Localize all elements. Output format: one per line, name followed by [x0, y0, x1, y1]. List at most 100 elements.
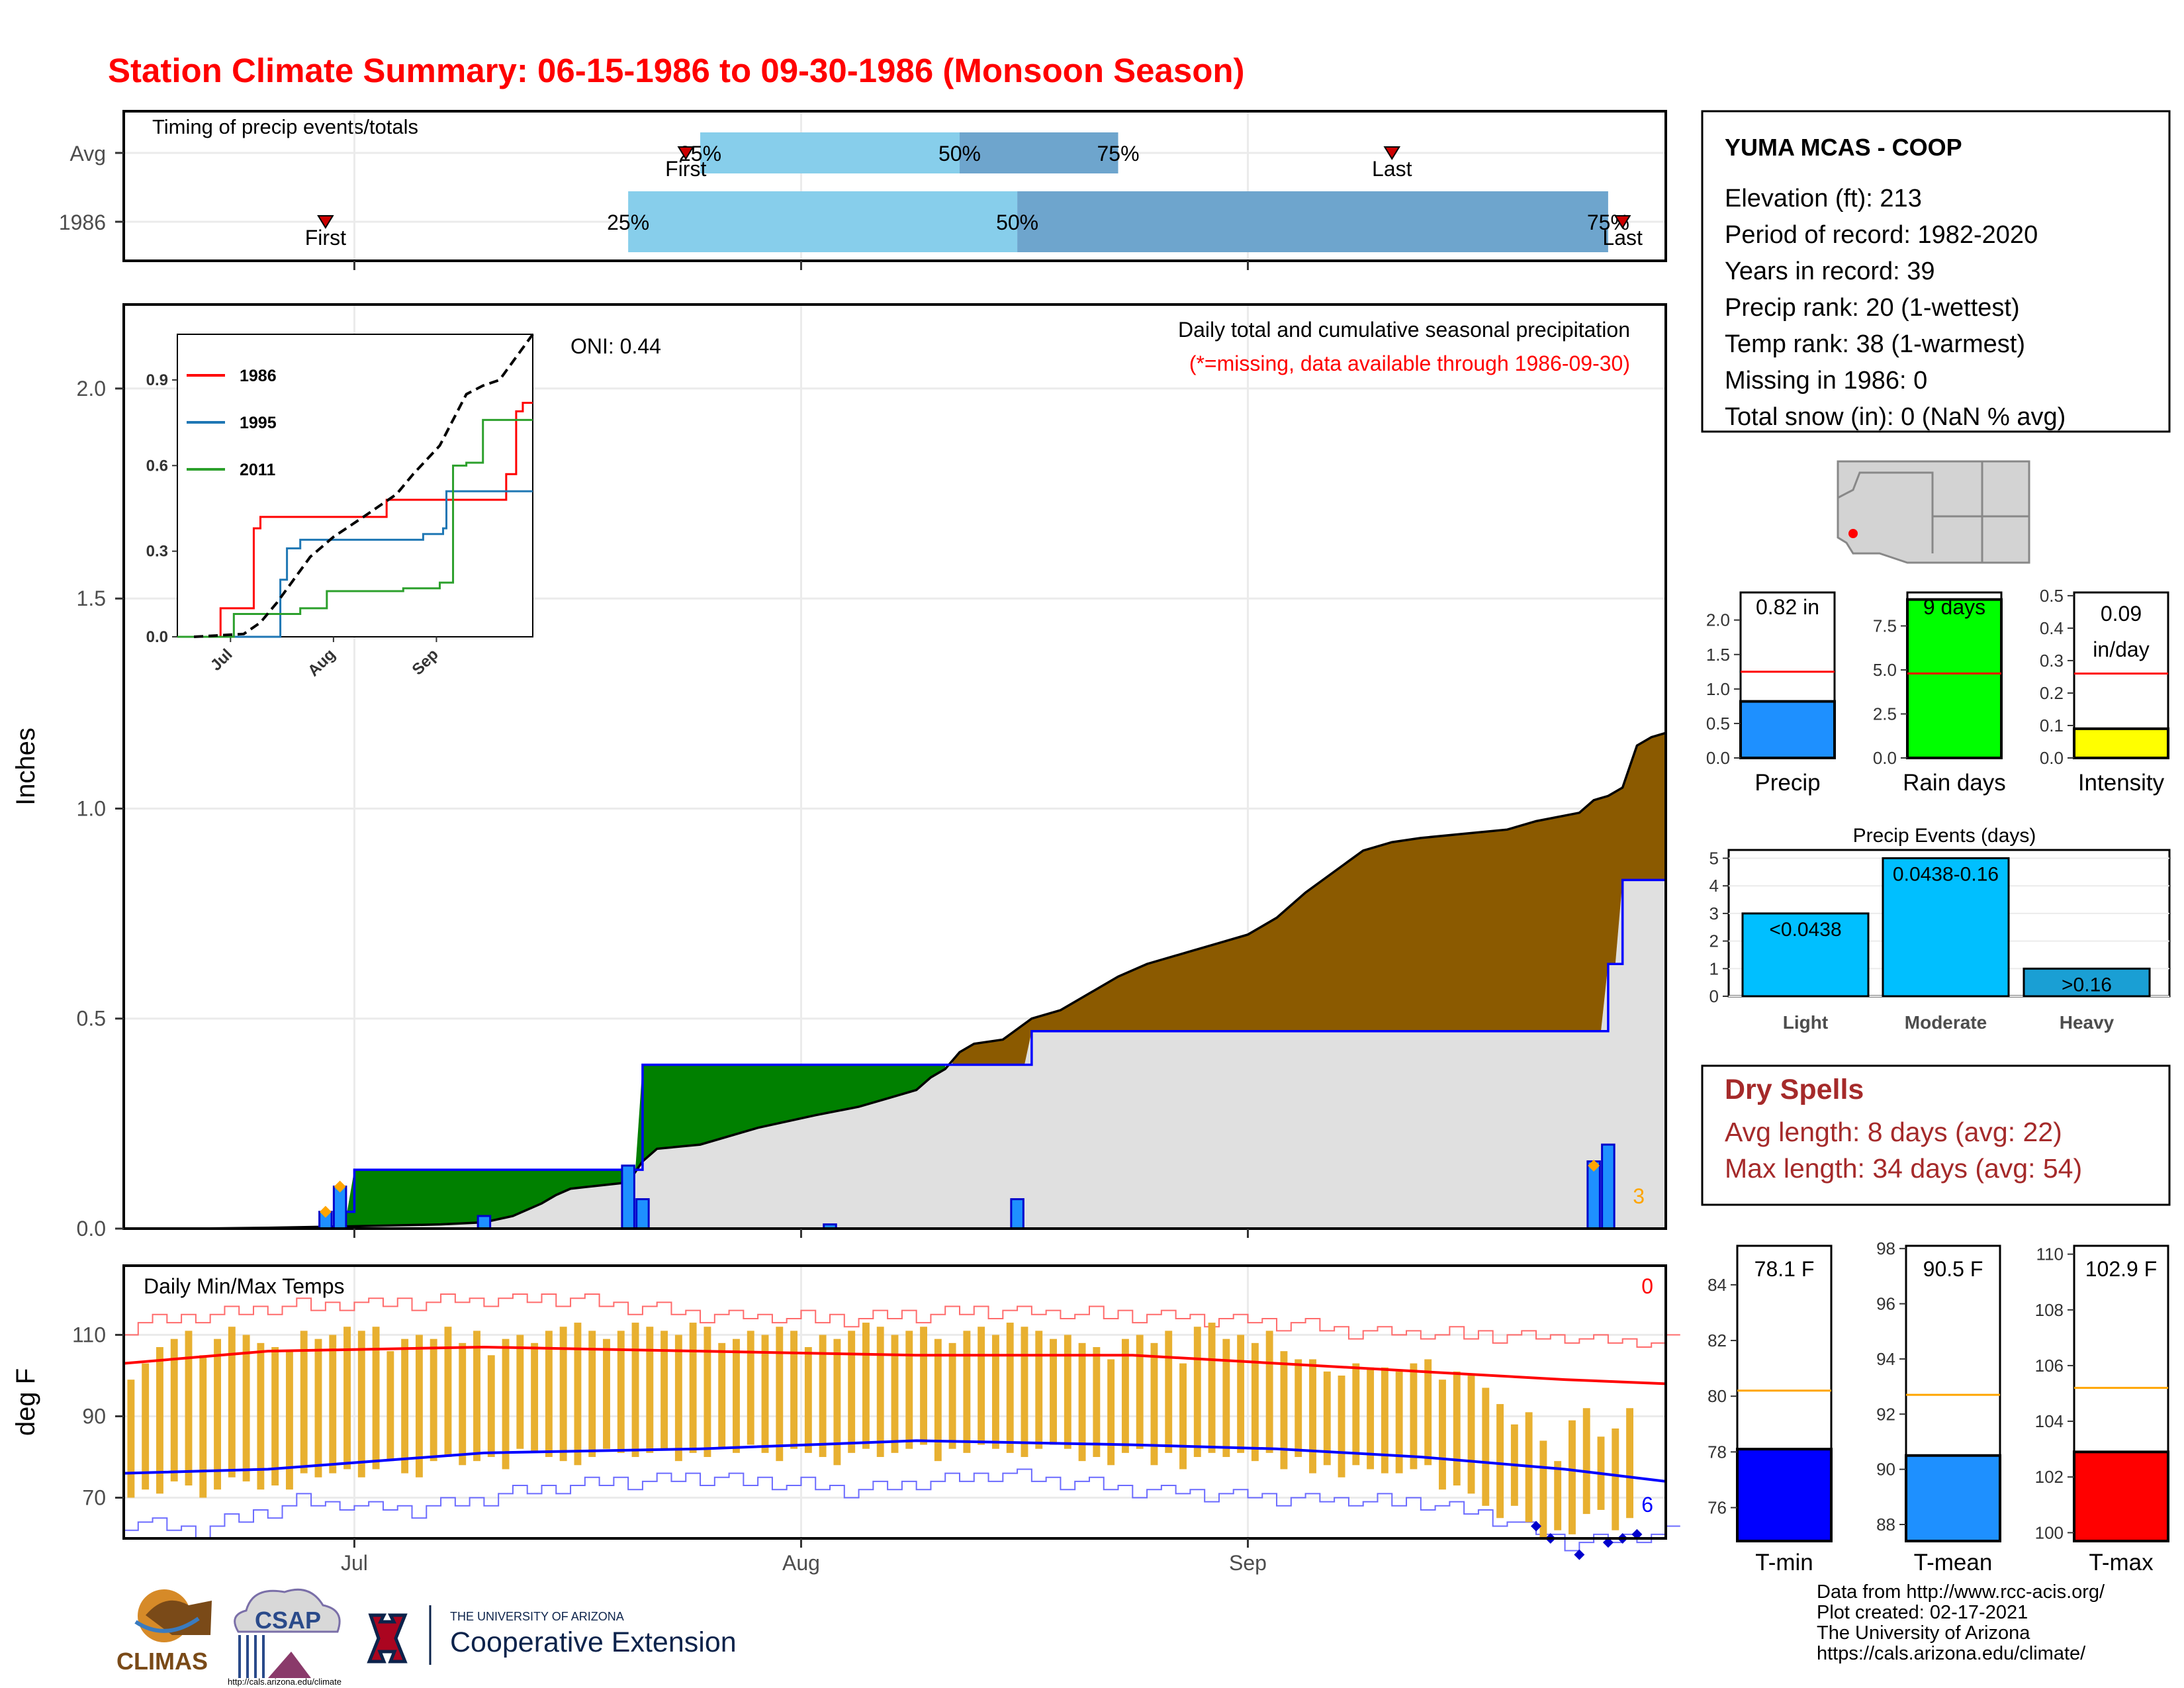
- events-title: Precip Events (days): [1853, 825, 2036, 847]
- daily-temp-range-bar: [1021, 1327, 1028, 1458]
- timing-row-avg-label: Avg: [69, 142, 106, 165]
- precip-events-chart: 0 1 2 3 4 5 <0.0438 Light 0.0438-0.16 Moderate >0.…: [1709, 825, 2171, 1033]
- timing-q50-q75-bar: [959, 132, 1118, 173]
- dry-spells-box: Dry Spells Avg length: 8 days (avg: 22) …: [1701, 1064, 2171, 1206]
- timing-first-label: First: [305, 226, 346, 250]
- footer-line-data-source: Data from http://www.rcc-acis.org/: [1817, 1581, 2105, 1603]
- temp-bar-value: [1905, 1454, 2001, 1543]
- daily-temp-range-bar: [1064, 1335, 1071, 1449]
- daily-temp-range-bar: [285, 1351, 293, 1490]
- daily-temp-range-bar: [1050, 1338, 1057, 1445]
- mini-bar-ytick-label: 1.0: [1706, 679, 1730, 699]
- daily-temp-range-bar: [1467, 1376, 1475, 1494]
- timing-q50-q75-bar: [1017, 191, 1608, 252]
- csap-rain-lines: [238, 1635, 265, 1678]
- daily-temp-range-bar: [444, 1327, 452, 1458]
- timing-q50-label: 50%: [996, 211, 1038, 234]
- x-axis-tick-label: Aug: [782, 1551, 820, 1575]
- daily-temp-range-bar: [531, 1342, 539, 1453]
- temp-bar-ytick-label: 98: [1876, 1239, 1895, 1258]
- daily-temp-range-bar: [574, 1323, 582, 1466]
- temp-bar-ytick-label: 96: [1876, 1294, 1895, 1314]
- station-lines: Elevation (ft): 213 Period of record: 198…: [1725, 185, 2066, 431]
- daily-temp-range-bar: [1193, 1327, 1201, 1458]
- temperature-bar-charts: 76 78 80 82 84 78.1 F T-min 88 90 92 94 96 98 90.5 F T…: [1707, 1239, 2169, 1575]
- csap-logo: CSAP http://cals.arizona.edu/climate: [228, 1588, 341, 1687]
- events-bar-label: 0.0438-0.16: [1893, 864, 1999, 886]
- timing-panel: Timing of precip events/totals 25% 50% 75%…: [59, 110, 1667, 270]
- daily-temp-range-bar: [790, 1331, 798, 1449]
- precip-ytick-label: 0.5: [77, 1007, 106, 1031]
- record-low-marker: [1602, 1537, 1614, 1548]
- daily-temp-range-bar: [891, 1335, 899, 1453]
- csap-wordmark: CSAP: [255, 1607, 321, 1634]
- daily-temp-range-bar: [1237, 1335, 1245, 1453]
- observed-cumulative-area: [124, 880, 1666, 1229]
- daily-precip-bar: [1010, 1198, 1024, 1230]
- mini-bar-ytick-label: 0.3: [2040, 651, 2064, 671]
- csap-url: http://cals.arizona.edu/climate: [228, 1677, 341, 1687]
- inset-ytick-label: 0.6: [146, 457, 168, 475]
- daily-temp-range-bar: [502, 1338, 510, 1470]
- station-info: YUMA MCAS - COOP Elevation (ft): 213 Peri…: [1701, 110, 2171, 433]
- temp-bar-category-label: T-min: [1755, 1550, 1813, 1575]
- daily-temp-range-bar: [1006, 1323, 1014, 1453]
- daily-temp-range-bar: [430, 1338, 437, 1462]
- daily-temp-range-bar: [978, 1327, 985, 1445]
- daily-temp-range-bar: [603, 1338, 610, 1449]
- daily-temp-range-bar: [1136, 1335, 1144, 1449]
- temp-bar-ytick-label: 90: [1876, 1460, 1895, 1479]
- temp-bar-ytick-label: 108: [2035, 1300, 2064, 1320]
- timing-q50-label: 50%: [938, 142, 981, 165]
- daily-temp-range-bar: [1179, 1363, 1187, 1470]
- temp-bar-ytick-label: 78: [1707, 1442, 1727, 1462]
- temp-ytick-label: 90: [82, 1405, 106, 1429]
- mini-bar-ytick-label: 0.0: [2040, 748, 2064, 768]
- events-category-label: Light: [1783, 1012, 1828, 1033]
- temp-bar-ytick-label: 82: [1707, 1331, 1727, 1350]
- daily-temp-range-bar: [1265, 1331, 1273, 1453]
- daily-temp-range-bar: [1121, 1338, 1129, 1453]
- temp-bar-ytick-label: 88: [1876, 1515, 1895, 1534]
- daily-temp-range-bar: [704, 1327, 711, 1458]
- timing-q25-q50-bar: [700, 132, 960, 173]
- daily-temp-range-bar: [314, 1338, 322, 1477]
- daily-temp-range-bar: [142, 1363, 150, 1490]
- timing-label: Timing of precip events/totals: [152, 115, 418, 138]
- average-cumulative-line: [124, 731, 1666, 1230]
- record-low-marker: [1631, 1528, 1643, 1540]
- daily-temp-range-bar: [516, 1335, 524, 1449]
- precip-panel: ONI: 0.44 Daily total and cumulative sea…: [11, 303, 1667, 1241]
- station-name: YUMA MCAS - COOP: [1725, 134, 1962, 161]
- daily-temp-range-bar: [1482, 1387, 1490, 1506]
- logos: CLIMAS CSAP http://cals.arizona.edu/clim…: [116, 1588, 737, 1687]
- climas-land-shape: [146, 1600, 212, 1635]
- timing-last-label: Last: [1602, 226, 1643, 250]
- daily-temp-range-bar: [415, 1335, 423, 1477]
- mini-bar-ytick-label: 0.4: [2040, 618, 2064, 638]
- daily-temp-range-bar: [1338, 1376, 1345, 1477]
- daily-temp-range-bar: [674, 1335, 682, 1462]
- temp-bar-category-label: T-mean: [1914, 1550, 1993, 1575]
- timing-row-1986-label: 1986: [59, 211, 106, 234]
- daily-temp-range-bar: [343, 1327, 351, 1470]
- daily-temp-range-bar: [199, 1355, 207, 1498]
- timing-first-marker: [317, 215, 334, 229]
- temp-bar-ytick-label: 80: [1707, 1386, 1727, 1406]
- temp-bar-ytick-label: 84: [1707, 1275, 1727, 1295]
- temp-bar-ytick-label: 110: [2036, 1244, 2064, 1264]
- daily-temp-range-bar: [1367, 1367, 1375, 1470]
- daily-temp-range-bar: [1381, 1367, 1388, 1474]
- daily-temp-range-bar: [747, 1331, 754, 1445]
- daily-temp-range-bar: [242, 1335, 250, 1481]
- mini-bar-value-label: 9 days: [1923, 595, 1985, 619]
- daily-temp-range-bar: [300, 1331, 308, 1474]
- climas-logo: CLIMAS: [116, 1589, 212, 1675]
- mini-bar-ytick-label: 0.1: [2040, 716, 2064, 735]
- daily-temp-range-bar: [271, 1346, 279, 1486]
- footer-credits: Data from http://www.rcc-acis.org/ Plot …: [1817, 1582, 2105, 1664]
- precip-frame: [122, 303, 1667, 1230]
- state-borders: [1837, 471, 1934, 553]
- daily-temp-range-bar: [127, 1380, 135, 1498]
- daily-temp-range-bar: [1424, 1359, 1432, 1466]
